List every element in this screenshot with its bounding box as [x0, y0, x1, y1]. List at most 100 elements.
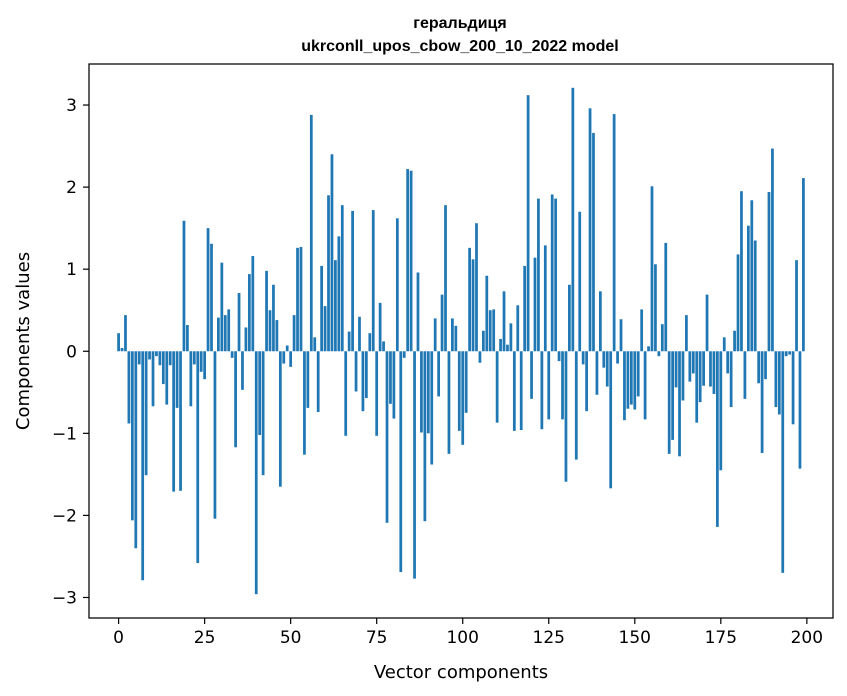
bar [399, 351, 403, 573]
bar [272, 284, 275, 352]
bar [709, 351, 712, 387]
plot-frame [88, 63, 834, 619]
bar-series [117, 87, 805, 595]
bar [619, 319, 623, 352]
bar [550, 194, 554, 352]
bar [210, 243, 213, 352]
bar [664, 242, 668, 352]
bar [540, 351, 544, 430]
bar [165, 351, 169, 405]
bar [351, 210, 354, 352]
x-tick-label: 25 [194, 628, 216, 648]
bar [512, 351, 516, 431]
bar [771, 148, 774, 352]
bar [602, 351, 606, 368]
bar [278, 351, 282, 487]
y-tick-label: −3 [52, 588, 77, 608]
bar [172, 351, 176, 492]
x-tick-label: 100 [446, 628, 478, 648]
bar [206, 228, 210, 352]
bar [199, 351, 203, 372]
bar [585, 351, 588, 412]
x-tick-label: 50 [280, 628, 302, 648]
bar [413, 351, 416, 579]
bar [254, 351, 258, 595]
bar [378, 302, 382, 352]
bar [313, 337, 317, 352]
bar [678, 351, 681, 457]
bar [334, 260, 337, 352]
bar [581, 351, 585, 365]
chart-title-line-2: ukrconll_upos_cbow_200_10_2022 model [301, 38, 618, 55]
bar [423, 351, 427, 522]
bar [633, 351, 637, 410]
bar [574, 351, 578, 460]
x-axis-label: Vector components [374, 662, 548, 683]
bar [657, 351, 661, 357]
bar [667, 351, 671, 454]
bar [650, 186, 654, 352]
bar [598, 291, 602, 352]
bar [461, 351, 465, 445]
bar [344, 351, 348, 436]
bar [371, 210, 375, 352]
bar [323, 306, 327, 352]
bar [547, 351, 551, 420]
bar [258, 351, 262, 435]
x-axis-ticks: 0 25 50 75 100 125 150 175 200 [113, 618, 823, 648]
bar [554, 198, 558, 352]
bar [695, 351, 699, 423]
bar [420, 351, 423, 433]
bar [433, 318, 437, 352]
bar [196, 351, 200, 564]
chart-title-line-1: геральдиця [413, 15, 506, 32]
bar [605, 351, 609, 387]
bar [777, 351, 781, 415]
bar [595, 351, 599, 395]
bar [571, 87, 575, 352]
y-tick-label: 3 [66, 96, 77, 116]
bar [457, 351, 461, 431]
bar [478, 351, 482, 363]
bar [330, 154, 334, 352]
bar [492, 309, 496, 352]
bar [347, 331, 351, 352]
bar [616, 351, 619, 364]
bar [179, 351, 182, 491]
bar [354, 351, 358, 392]
bar [127, 351, 131, 424]
bar [578, 211, 582, 352]
bar [495, 351, 499, 423]
bar [784, 351, 788, 357]
bar [526, 95, 530, 352]
bar [327, 195, 330, 352]
bar [691, 351, 695, 374]
bar [609, 351, 613, 489]
bar [361, 351, 365, 412]
bar [261, 351, 265, 476]
bar [781, 351, 785, 573]
bar [509, 323, 513, 352]
bar [316, 351, 320, 412]
bar [564, 351, 568, 482]
bar [451, 318, 454, 352]
bar [389, 351, 392, 404]
bar [629, 351, 633, 405]
bar [561, 351, 564, 420]
y-tick-label: −1 [52, 424, 77, 444]
bar [440, 294, 444, 352]
bar [753, 240, 757, 352]
bar [409, 170, 413, 352]
bar [506, 344, 509, 352]
bar [364, 351, 368, 399]
bar [736, 254, 740, 352]
bar [568, 284, 571, 352]
bar [698, 351, 702, 403]
bar [726, 351, 730, 374]
bar [268, 310, 272, 352]
bar [516, 305, 520, 352]
bar [227, 309, 231, 352]
bar [303, 351, 306, 455]
